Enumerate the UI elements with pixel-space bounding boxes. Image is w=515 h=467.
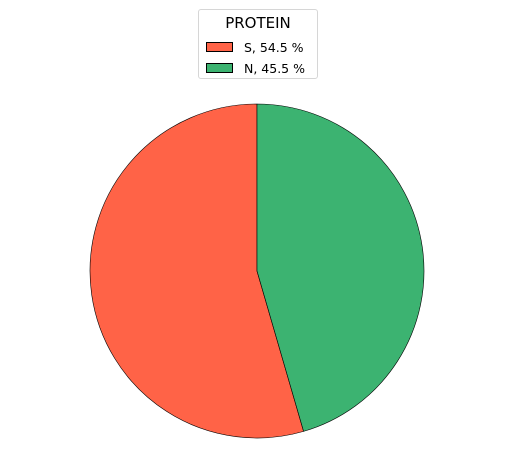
pie-slice-n [256, 103, 425, 432]
pie-slice-s [89, 103, 304, 439]
legend-swatch-s [206, 42, 233, 52]
legend-swatch-n [206, 63, 233, 73]
legend-title: PROTEIN [225, 14, 291, 32]
legend-label-s: S, 54.5 % [244, 39, 304, 55]
legend: PROTEIN S, 54.5 % N, 45.5 % [198, 9, 318, 79]
legend-entry-n: N, 45.5 % [206, 60, 305, 76]
legend-entry-s: S, 54.5 % [206, 39, 304, 55]
pie-slices [89, 103, 425, 439]
legend-label-n: N, 45.5 % [244, 60, 305, 76]
